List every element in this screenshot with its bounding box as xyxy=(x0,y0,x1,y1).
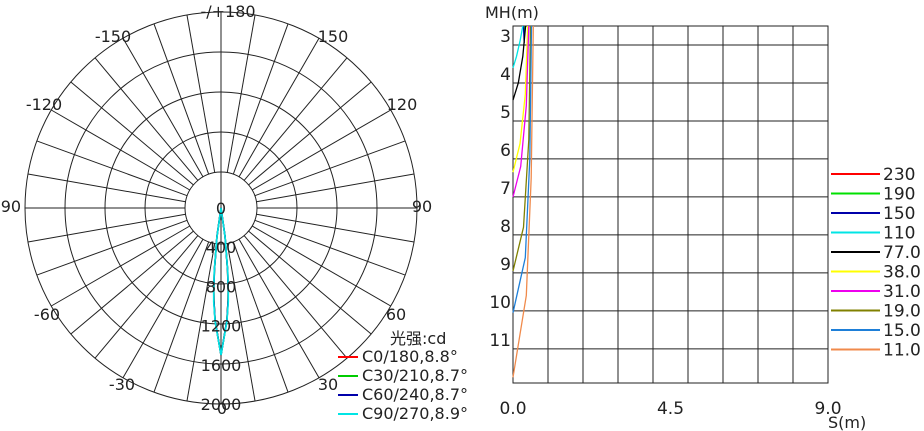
polar-angle-labels: -/+180 -150 150 -120 120 -90 90 -60 60 -30 30 0 xyxy=(0,2,432,418)
isolux-axis-labels: 3 4 5 6 7 8 9 10 11 0.0 4.5 9.0 xyxy=(489,27,841,419)
polar-angle-label: 30 xyxy=(318,375,338,394)
grid-frame xyxy=(512,25,829,384)
isolux-curve-8 xyxy=(512,25,533,313)
isolux-curve-3 xyxy=(512,25,524,68)
y-tick-label: 3 xyxy=(500,27,511,47)
polar-angle-label: 60 xyxy=(386,305,406,324)
isolux-legend-label: 110 xyxy=(883,224,915,244)
polar-spoke xyxy=(51,109,191,191)
polar-angle-label: -150 xyxy=(95,27,131,46)
polar-radial-label: 0 xyxy=(216,199,226,218)
y-tick-label: 4 xyxy=(500,65,511,85)
polar-curves xyxy=(212,207,230,356)
y-tick-label: 7 xyxy=(500,179,511,199)
polar-spoke xyxy=(232,241,289,393)
isolux-legend-label: 38.0 xyxy=(883,263,921,283)
x-tick-label: 0.0 xyxy=(499,399,526,419)
polar-spoke xyxy=(36,219,188,276)
y-tick-label: 11 xyxy=(489,331,511,351)
polar-spoke xyxy=(186,14,216,173)
polar-angle-label: -30 xyxy=(109,375,135,394)
polar-spoke xyxy=(256,173,415,203)
isolux-curve-7 xyxy=(512,25,532,272)
polar-angle-label: 120 xyxy=(387,95,418,114)
polar-spoke xyxy=(94,235,199,359)
polar-angle-label: -90 xyxy=(0,197,21,216)
polar-spoke xyxy=(248,81,372,186)
polar-spoke xyxy=(254,219,406,276)
isolux-legend-label: 19.0 xyxy=(883,302,921,322)
x-tick-label: 4.5 xyxy=(657,399,684,419)
polar-spoke xyxy=(251,109,391,191)
x-tick-label: 9.0 xyxy=(814,399,841,419)
polar-spoke xyxy=(153,241,210,393)
polar-angle-label: -120 xyxy=(26,95,62,114)
polar-grid xyxy=(24,11,418,405)
polar-legend-label: C90/270,8.9° xyxy=(362,404,468,423)
polar-spoke xyxy=(122,38,204,178)
polar-radial-label: 2000 xyxy=(201,395,242,414)
polar-legend-label: C30/210,8.7° xyxy=(362,366,468,385)
polar-spoke xyxy=(70,81,194,186)
isolux-curves xyxy=(512,25,534,378)
isolux-legend-label: 15.0 xyxy=(883,321,921,341)
polar-radial-label: 800 xyxy=(206,277,237,296)
x-axis-title: S(m) xyxy=(828,413,866,431)
isolux-curve-9 xyxy=(512,25,534,378)
polar-angle-label: 150 xyxy=(318,27,349,46)
polar-angle-label: 90 xyxy=(412,197,432,216)
polar-angle-label: 0 xyxy=(217,399,227,418)
polar-spoke xyxy=(27,173,186,203)
polar-spoke xyxy=(248,230,372,335)
isolux-legend-label: 230 xyxy=(883,165,915,185)
isolux-legend-label: 150 xyxy=(883,204,915,224)
polar-spoke xyxy=(94,57,199,181)
polar-radial-label: 1600 xyxy=(201,356,242,375)
isolux-curve-4 xyxy=(512,25,527,101)
polar-spoke xyxy=(232,23,289,175)
isolux-grid xyxy=(512,25,829,384)
polar-spoke xyxy=(243,57,348,181)
polar-spoke xyxy=(153,23,210,175)
polar-legend-label: C0/180,8.8° xyxy=(362,347,458,366)
polar-spoke xyxy=(251,225,391,307)
polar-spoke xyxy=(226,243,256,402)
polar-spoke xyxy=(36,140,188,197)
polar-legend-label: C60/240,8.7° xyxy=(362,385,468,404)
polar-spoke xyxy=(226,14,256,173)
isolux-curve-5 xyxy=(512,25,529,173)
y-tick-label: 6 xyxy=(500,141,511,161)
isolux-legend-label: 31.0 xyxy=(883,282,921,302)
isolux-legend-label: 190 xyxy=(883,185,915,205)
y-tick-label: 5 xyxy=(500,103,511,123)
polar-spoke xyxy=(243,235,348,359)
isolux-legend-label: 77.0 xyxy=(883,243,921,263)
y-tick-label: 9 xyxy=(500,255,511,275)
polar-radial-label: 1200 xyxy=(201,317,242,336)
polar-spoke xyxy=(27,213,186,243)
polar-legend: C0/180,8.8°C30/210,8.7°C60/240,8.7°C90/2… xyxy=(338,347,468,423)
polar-spoke xyxy=(238,238,320,378)
y-axis-title: MH(m) xyxy=(485,3,539,22)
polar-radial-label: 400 xyxy=(206,238,237,257)
polar-spoke xyxy=(122,238,204,378)
polar-spoke xyxy=(186,243,216,402)
polar-spoke xyxy=(256,213,415,243)
polar-spoke xyxy=(70,230,194,335)
polar-curve-3 xyxy=(212,207,230,356)
polar-angle-label: -60 xyxy=(34,305,60,324)
y-tick-label: 10 xyxy=(489,293,511,313)
polar-unit-label: 光强:cd xyxy=(390,329,446,348)
y-tick-label: 8 xyxy=(500,217,511,237)
polar-spoke xyxy=(254,140,406,197)
isolux-legend-label: 11.0 xyxy=(883,341,921,361)
polar-angle-label: -/+180 xyxy=(200,2,255,21)
isolux-curve-6 xyxy=(512,25,530,198)
polar-spoke xyxy=(238,38,320,178)
polar-radial-labels: 0 400 800 1200 1600 2000 xyxy=(201,199,242,414)
polar-spoke xyxy=(51,225,191,307)
